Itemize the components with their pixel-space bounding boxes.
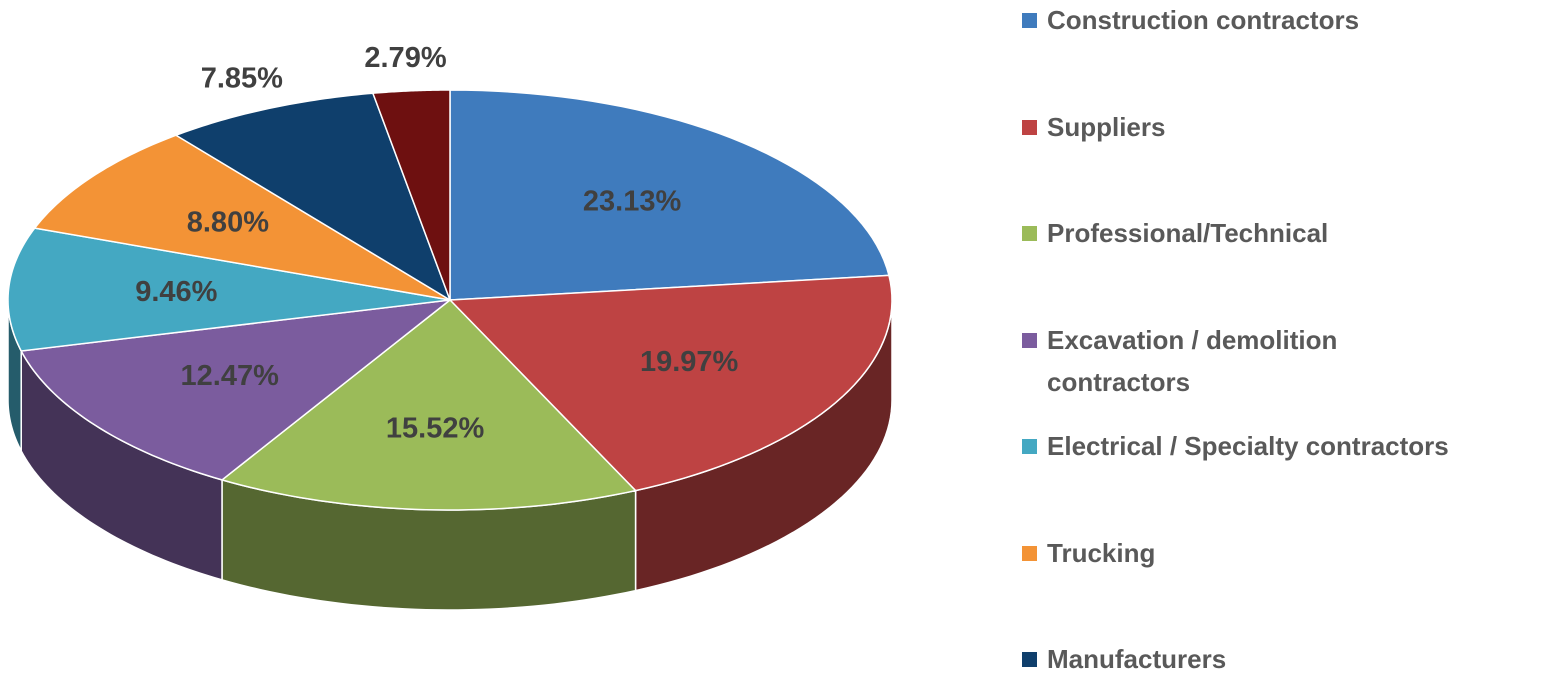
legend-item: Electrical / Specialty contractors bbox=[1022, 425, 1449, 467]
slice bbox=[33, 134, 451, 301]
legend-label: Professional/Technical bbox=[1047, 218, 1329, 248]
data-label: 8.80% bbox=[187, 206, 269, 238]
data-label: 23.13% bbox=[583, 185, 682, 217]
data-label: 9.46% bbox=[135, 276, 217, 308]
legend-label: Excavation / demolition contractors bbox=[1047, 324, 1338, 397]
legend-swatch bbox=[1022, 439, 1037, 454]
slice bbox=[20, 298, 453, 481]
legend-item: Construction contractors bbox=[1022, 0, 1359, 41]
legend-item: Trucking bbox=[1022, 532, 1155, 574]
legend-label: Electrical / Specialty contractors bbox=[1047, 431, 1449, 461]
legend-label: Construction contractors bbox=[1047, 5, 1360, 35]
data-label: 15.52% bbox=[386, 413, 485, 445]
chart: 23.13% 19.97% 15.52% 12.47% 9.46% 8.80% 7.85% 2… bbox=[7, 42, 893, 611]
slice bbox=[220, 298, 638, 511]
legend-item: Professional/Technical bbox=[1022, 212, 1328, 254]
slice bbox=[448, 274, 893, 492]
legend-swatch bbox=[1022, 332, 1037, 348]
slice bbox=[174, 92, 452, 302]
legend-swatch bbox=[1022, 226, 1037, 241]
legend-label: Trucking bbox=[1047, 537, 1156, 568]
data-label: 2.79% bbox=[364, 42, 446, 74]
data-label: 7.85% bbox=[201, 62, 283, 94]
legend-item: Excavation / demolition contractors bbox=[1022, 319, 1462, 403]
legend-item: Manufacturers bbox=[1022, 638, 1226, 680]
data-label: 12.47% bbox=[181, 360, 280, 392]
slice bbox=[449, 89, 890, 301]
slice bbox=[7, 227, 451, 352]
legend-label: Suppliers bbox=[1047, 111, 1166, 142]
slice bbox=[371, 89, 451, 301]
legend-swatch bbox=[1022, 13, 1037, 28]
legend-swatch bbox=[1022, 119, 1037, 135]
legend-swatch bbox=[1022, 545, 1037, 561]
legend-swatch bbox=[1022, 652, 1037, 667]
legend-label: Manufacturers bbox=[1047, 644, 1227, 674]
data-label: 19.97% bbox=[640, 346, 739, 378]
legend-item: Suppliers bbox=[1022, 106, 1165, 148]
